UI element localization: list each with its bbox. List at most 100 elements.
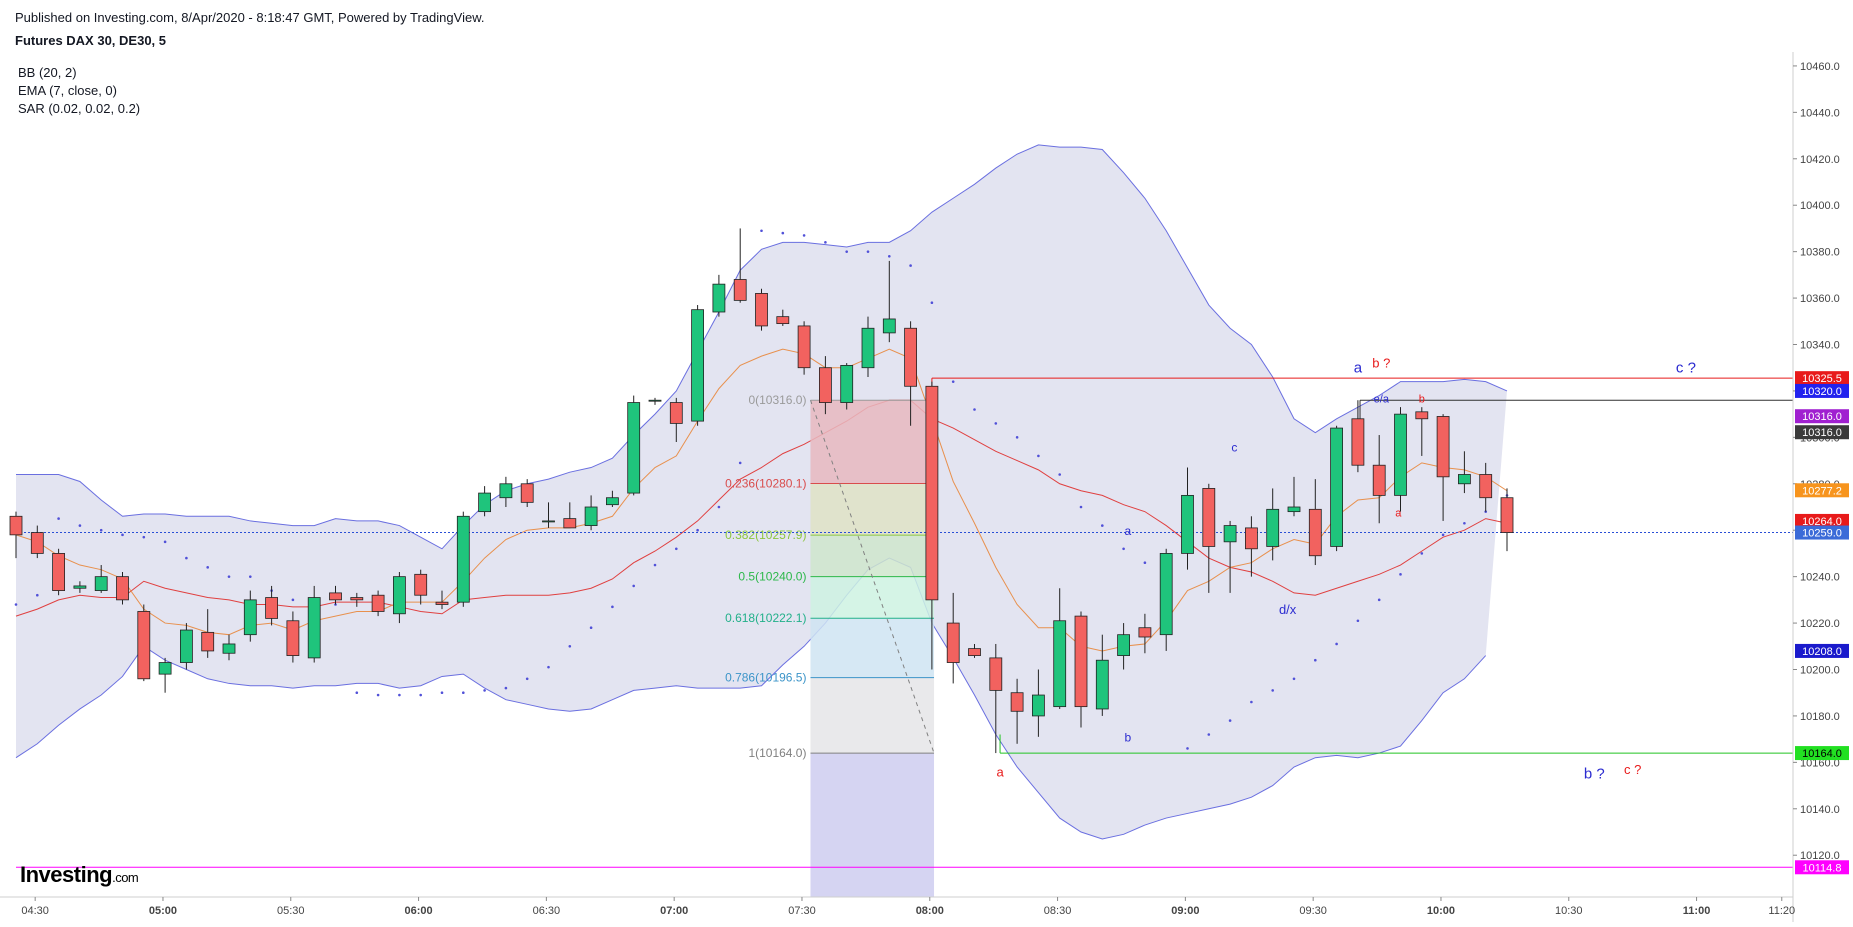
sar-dot: [675, 547, 678, 551]
sar-dot: [1207, 733, 1211, 736]
investing-logo[interactable]: Investing.com: [20, 862, 139, 887]
sar-dot: [1079, 505, 1083, 509]
price-tag-label: 10316.0: [1802, 427, 1842, 439]
sar-dot: [973, 408, 976, 411]
candle-up: [499, 483, 513, 499]
price-tag-label: 10320.0: [1802, 386, 1842, 398]
sar-dot: [462, 691, 465, 695]
candle-up: [882, 318, 896, 334]
candle-up: [627, 402, 641, 494]
sar-dot: [589, 626, 593, 630]
fib-zone: [810, 576, 935, 619]
sar-dot: [1463, 521, 1466, 525]
sar-dot: [930, 301, 934, 305]
published-info: Published on Investing.com, 8/Apr/2020 -…: [15, 10, 485, 25]
sar-dot: [802, 234, 806, 237]
candle-up: [1117, 634, 1130, 656]
y-tick-label: 10220.0: [1800, 618, 1840, 630]
wave-label: a: [1395, 507, 1402, 519]
candle-up: [712, 283, 726, 313]
sar-dot: [142, 535, 146, 539]
sar-dot: [355, 691, 359, 695]
sar-dot: [1335, 642, 1338, 646]
candle-down: [1074, 615, 1088, 708]
sar-dot: [440, 691, 444, 695]
candle-up: [158, 662, 172, 675]
candle-down: [904, 327, 917, 387]
sar-dot: [738, 461, 742, 465]
y-tick-label: 10340.0: [1800, 340, 1840, 352]
candle-down: [1010, 692, 1024, 712]
sar-dot: [994, 422, 998, 425]
sar-dot: [1037, 454, 1040, 458]
candle-up: [1458, 474, 1471, 485]
sar-dot: [163, 540, 167, 544]
price-tag-label: 10325.5: [1802, 373, 1842, 385]
wave-label: a: [1125, 524, 1132, 538]
fib-level-label: 0.5(10240.0): [738, 570, 806, 584]
candle-down: [116, 576, 129, 601]
candle-down: [1436, 416, 1450, 478]
sar-dot: [398, 693, 401, 697]
fib-level-label: 1(10164.0): [748, 746, 806, 760]
wave-label: c: [1231, 440, 1237, 454]
sar-dot: [1015, 436, 1019, 439]
price-tag-label: 10259.0: [1802, 528, 1842, 540]
candle-down: [1500, 497, 1514, 533]
price-tag: [1795, 643, 1849, 658]
price-tag-label: 10164.0: [1802, 748, 1842, 760]
sar-dot: [419, 693, 423, 697]
candle-up: [1330, 427, 1343, 547]
price-tag: [1795, 371, 1849, 386]
sar-dot: [504, 686, 508, 690]
candle-down: [946, 622, 960, 663]
candle-down: [1372, 464, 1386, 496]
sar-dot: [1250, 700, 1253, 704]
candle-down: [371, 594, 385, 612]
y-tick-label: 10200.0: [1800, 665, 1840, 677]
price-tag-label: 10277.2: [1802, 485, 1842, 497]
x-tick-label: 10:30: [1555, 905, 1583, 917]
sar-dot: [57, 517, 60, 520]
candle-up: [691, 309, 704, 422]
sar-dot: [249, 575, 252, 578]
y-tick-label: 10180.0: [1800, 711, 1840, 723]
price-tag-label: 10114.8: [1803, 862, 1842, 874]
sar-dot: [1420, 552, 1424, 555]
indicator-ema[interactable]: EMA (7, close, 0): [18, 83, 117, 98]
sar-dot: [99, 528, 103, 532]
x-tick-label: 05:00: [149, 905, 177, 917]
indicator-sar[interactable]: SAR (0.02, 0.02, 0.2): [18, 101, 141, 116]
ema-line: [15, 348, 1508, 652]
sar-dot: [1484, 510, 1487, 513]
candle-down: [329, 592, 342, 601]
indicator-bb[interactable]: BB (20, 2): [18, 65, 77, 80]
candle-down: [414, 573, 428, 596]
x-tick-label: 09:00: [1171, 905, 1199, 917]
x-tick-label: 07:00: [660, 905, 688, 917]
candle-down: [30, 532, 44, 554]
x-tick-label: 10:00: [1427, 905, 1455, 917]
bb-upper-line: [16, 144, 1508, 550]
candle-down: [563, 518, 577, 529]
candle-down: [350, 597, 364, 601]
sar-dot: [717, 505, 721, 509]
candle-down: [755, 293, 768, 327]
sar-dot: [1228, 719, 1232, 722]
sar-dot: [696, 528, 699, 532]
candle-down: [733, 279, 747, 301]
candle-down: [1415, 411, 1429, 420]
sar-dot: [1356, 619, 1360, 623]
x-tick-label: 04:30: [21, 905, 49, 917]
candle-down: [989, 657, 1003, 691]
fib-zone: [810, 535, 935, 577]
sar-dot: [866, 250, 870, 253]
wave-label: a: [996, 764, 1004, 779]
candle-down: [9, 515, 23, 536]
candle-up: [307, 597, 321, 659]
price-tag: [1795, 860, 1849, 875]
candle-up: [861, 327, 875, 369]
price-tag: [1795, 409, 1849, 424]
